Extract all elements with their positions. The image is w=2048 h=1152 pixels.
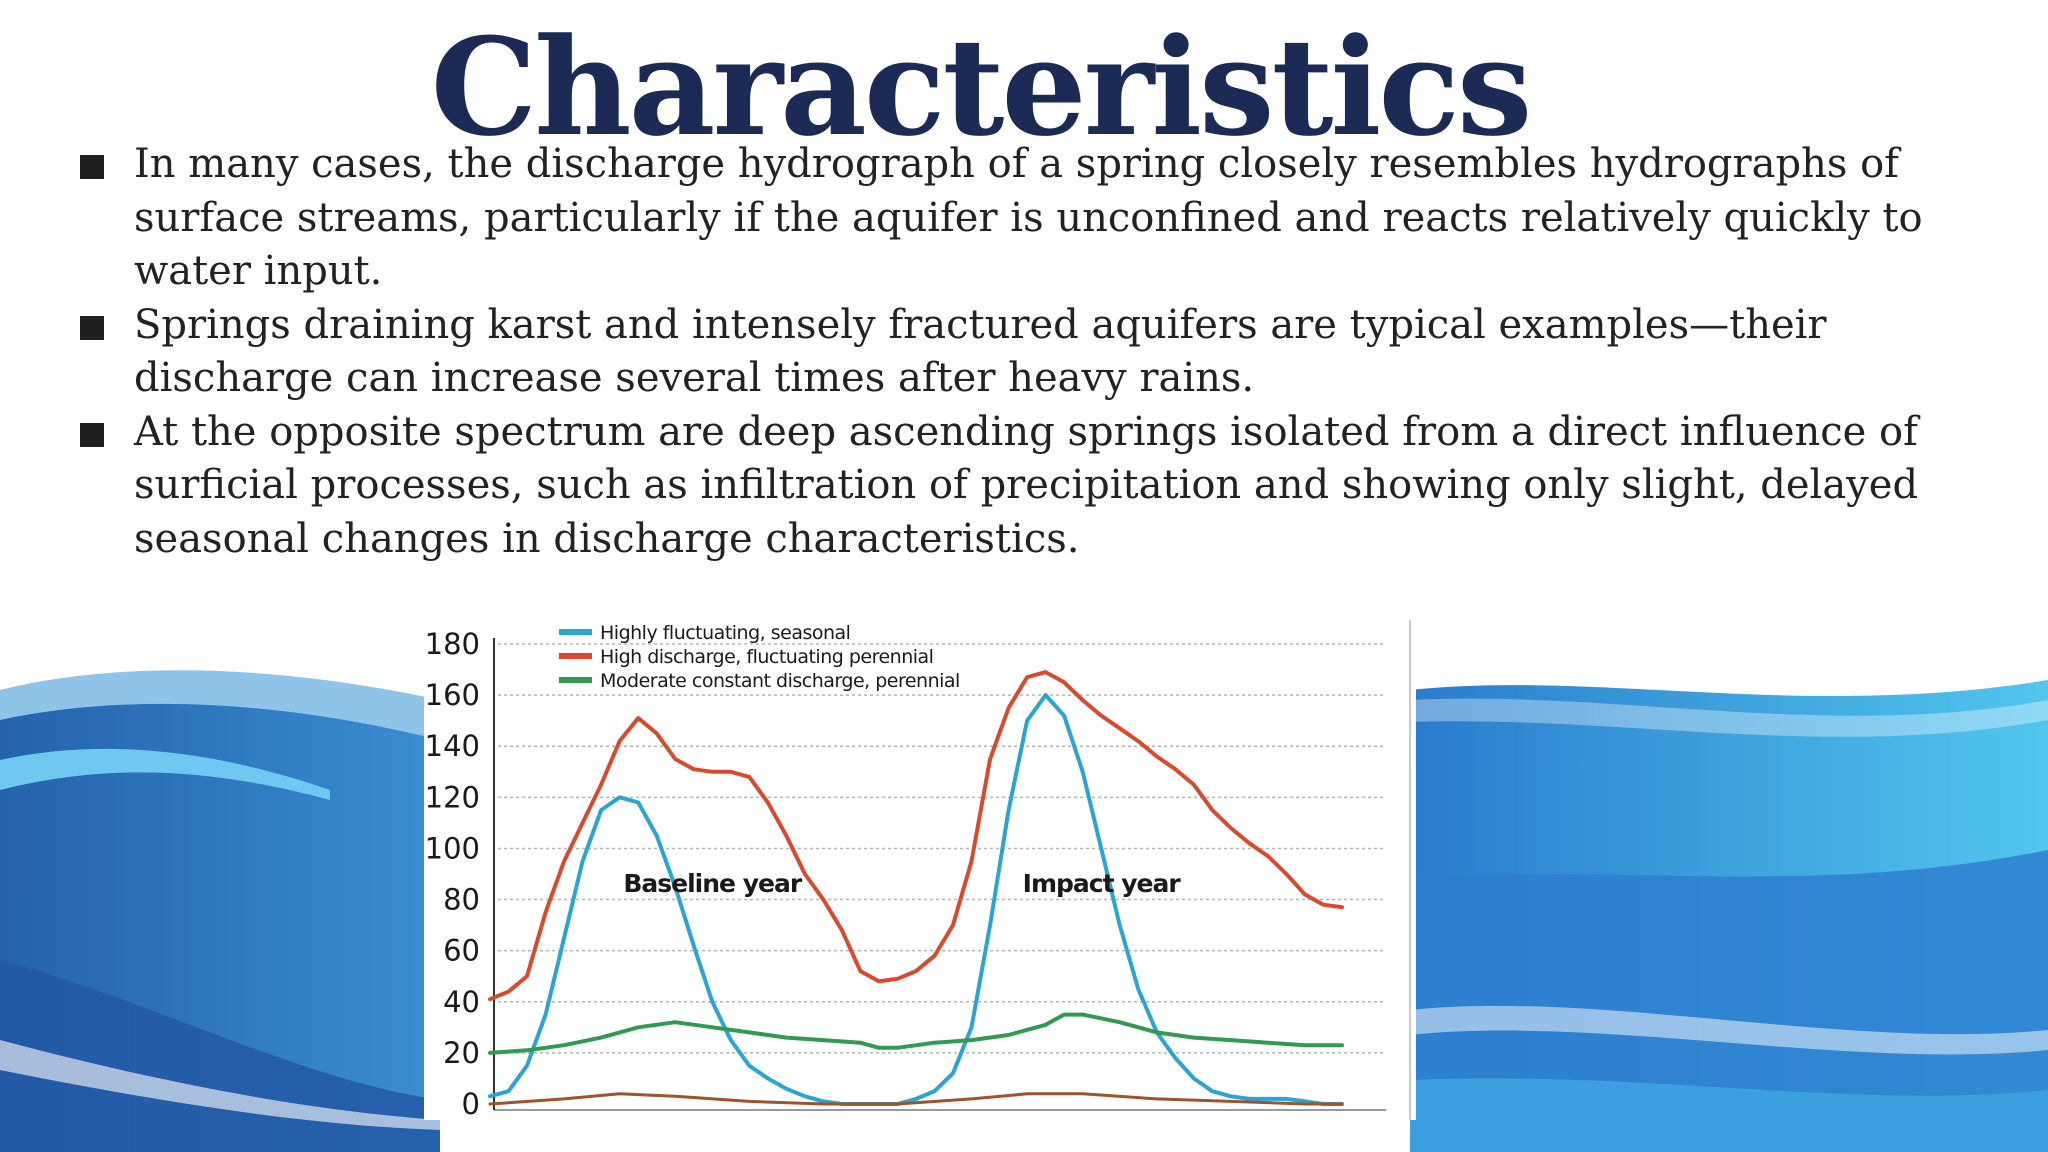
right-wave-mid <box>1410 850 2048 1152</box>
square-bullet-icon <box>80 155 104 179</box>
y-tick-label: 0 <box>462 1087 480 1120</box>
discharge-hydrograph-chart: 0 20 40 60 80 100 120 140 160 180 Baseline year Imp… <box>424 620 1416 1120</box>
square-bullet-icon <box>80 422 104 447</box>
y-tick-label: 140 <box>425 729 480 763</box>
y-tick-label: 100 <box>425 831 480 865</box>
bullet-text: In many cases, the discharge hydrograph … <box>134 141 1923 294</box>
left-wave-light <box>0 748 330 800</box>
right-wave-bottom <box>1410 1078 2048 1152</box>
bullet-list: In many cases, the discharge hydrograph … <box>80 138 1980 566</box>
y-tick-label: 180 <box>425 627 480 661</box>
annotation-label: Impact year <box>1023 869 1182 898</box>
bullet-text: At the opposite spectrum are deep ascend… <box>134 408 1919 562</box>
bullet-item: At the opposite spectrum are deep ascend… <box>80 406 1980 567</box>
series-line-2 <box>488 670 1344 1002</box>
chart-background <box>424 620 1416 1120</box>
slide-title: Characteristics <box>430 8 1533 166</box>
series-line-3 <box>488 1012 1344 1055</box>
y-tick-label: 40 <box>443 985 480 1019</box>
left-wave-white-band <box>0 1040 440 1130</box>
y-tick-label: 160 <box>425 678 480 712</box>
y-tick-label: 60 <box>443 934 480 968</box>
y-tick-label: 120 <box>425 780 480 814</box>
left-wave-lower <box>0 960 440 1152</box>
legend-label: Highly fluctuating, seasonal <box>600 622 850 644</box>
bullet-text: Springs draining karst and intensely fra… <box>134 301 1827 402</box>
legend-label: High discharge, fluctuating perennial <box>600 646 933 668</box>
bullet-item: Springs draining karst and intensely fra… <box>80 299 1980 406</box>
annotation-label: Baseline year <box>623 869 802 898</box>
series-line-4 <box>488 1092 1344 1106</box>
y-tick-label: 20 <box>443 1036 480 1070</box>
legend-label: Moderate constant discharge, perennial <box>600 670 960 692</box>
right-wave-highlight <box>1410 698 2048 737</box>
y-tick-label: 80 <box>443 883 480 917</box>
square-bullet-icon <box>80 315 104 340</box>
series-line-1 <box>488 693 1344 1106</box>
right-wave-white-band <box>1410 1005 2048 1055</box>
bullet-item: In many cases, the discharge hydrograph … <box>80 138 1980 299</box>
